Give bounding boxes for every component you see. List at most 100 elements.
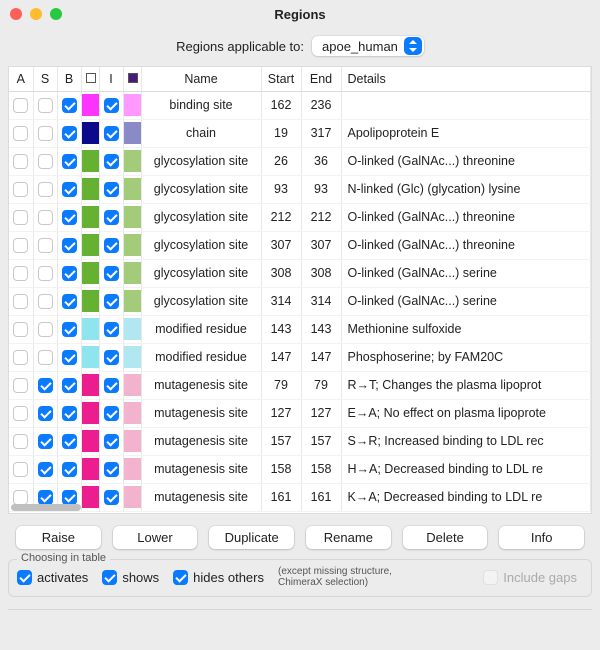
col-header-details[interactable]: Details [341,67,591,91]
checkbox[interactable] [62,266,77,281]
cell-S[interactable] [33,371,57,399]
cell-I[interactable] [99,259,123,287]
table-row[interactable]: glycosylation site2636O-linked (GalNAc..… [9,147,591,175]
cell-color2[interactable] [123,175,141,203]
cell-color2[interactable] [123,371,141,399]
cell-A[interactable] [9,175,33,203]
table-row[interactable]: glycosylation site212212O-linked (GalNAc… [9,203,591,231]
checkbox[interactable] [62,434,77,449]
checkbox[interactable] [38,210,53,225]
cell-color1[interactable] [81,427,99,455]
cell-A[interactable] [9,343,33,371]
cell-A[interactable] [9,259,33,287]
cell-B[interactable] [57,203,81,231]
color-swatch[interactable] [124,290,141,312]
cell-color2[interactable] [123,259,141,287]
checkbox[interactable] [104,378,119,393]
checkbox[interactable] [104,434,119,449]
color-swatch[interactable] [82,290,99,312]
cell-S[interactable] [33,315,57,343]
checkbox[interactable] [13,210,28,225]
checkbox[interactable] [13,182,28,197]
cell-A[interactable] [9,147,33,175]
cell-S[interactable] [33,455,57,483]
color-swatch[interactable] [82,346,99,368]
cell-I[interactable] [99,147,123,175]
cell-A[interactable] [9,427,33,455]
checkbox[interactable] [104,406,119,421]
cell-B[interactable] [57,259,81,287]
color-swatch[interactable] [82,122,99,144]
cell-color1[interactable] [81,287,99,315]
hides-others-option[interactable]: hides others [173,570,264,585]
col-header-color1[interactable] [81,67,99,91]
color-swatch[interactable] [82,262,99,284]
checkbox[interactable] [104,266,119,281]
table-row[interactable]: glycosylation site307307O-linked (GalNAc… [9,231,591,259]
cell-S[interactable] [33,91,57,119]
cell-B[interactable] [57,399,81,427]
cell-color1[interactable] [81,175,99,203]
shows-option[interactable]: shows [102,570,159,585]
cell-S[interactable] [33,399,57,427]
col-header-name[interactable]: Name [141,67,261,91]
checkbox[interactable] [62,350,77,365]
duplicate-button[interactable]: Duplicate [209,526,294,549]
color-swatch[interactable] [124,374,141,396]
checkbox[interactable] [104,350,119,365]
checkbox[interactable] [62,210,77,225]
checkbox[interactable] [13,238,28,253]
color-swatch[interactable] [82,94,99,116]
cell-I[interactable] [99,455,123,483]
cell-I[interactable] [99,315,123,343]
cell-S[interactable] [33,203,57,231]
scrollbar-thumb[interactable] [11,504,81,511]
cell-I[interactable] [99,203,123,231]
cell-B[interactable] [57,371,81,399]
cell-A[interactable] [9,399,33,427]
rename-button[interactable]: Rename [306,526,391,549]
checkbox[interactable] [104,210,119,225]
checkbox[interactable] [38,238,53,253]
checkbox[interactable] [38,182,53,197]
color-swatch[interactable] [82,150,99,172]
cell-color1[interactable] [81,343,99,371]
cell-I[interactable] [99,175,123,203]
checkbox[interactable] [13,154,28,169]
table-row[interactable]: chain19317Apolipoprotein E [9,119,591,147]
cell-color1[interactable] [81,315,99,343]
cell-B[interactable] [57,147,81,175]
cell-color2[interactable] [123,231,141,259]
checkbox[interactable] [62,238,77,253]
cell-A[interactable] [9,455,33,483]
raise-button[interactable]: Raise [16,526,101,549]
color-swatch[interactable] [124,178,141,200]
checkbox[interactable] [38,434,53,449]
cell-color1[interactable] [81,91,99,119]
checkbox[interactable] [62,182,77,197]
cell-B[interactable] [57,315,81,343]
cell-color1[interactable] [81,371,99,399]
col-header-A[interactable]: A [9,67,33,91]
color-swatch[interactable] [124,402,141,424]
cell-B[interactable] [57,175,81,203]
table-row[interactable]: mutagenesis site127127E→A; No effect on … [9,399,591,427]
cell-color2[interactable] [123,455,141,483]
table-row[interactable]: glycosylation site308308O-linked (GalNAc… [9,259,591,287]
cell-B[interactable] [57,287,81,315]
checkbox[interactable] [62,98,77,113]
cell-B[interactable] [57,427,81,455]
cell-S[interactable] [33,259,57,287]
cell-color1[interactable] [81,147,99,175]
cell-color1[interactable] [81,455,99,483]
table-row[interactable]: modified residue147147Phosphoserine; by … [9,343,591,371]
info-button[interactable]: Info [499,526,584,549]
minimize-icon[interactable] [30,8,42,20]
col-header-B[interactable]: B [57,67,81,91]
cell-color2[interactable] [123,119,141,147]
checkbox[interactable] [13,378,28,393]
table-row[interactable]: glycosylation site314314O-linked (GalNAc… [9,287,591,315]
checkbox[interactable] [13,294,28,309]
cell-B[interactable] [57,91,81,119]
cell-I[interactable] [99,91,123,119]
